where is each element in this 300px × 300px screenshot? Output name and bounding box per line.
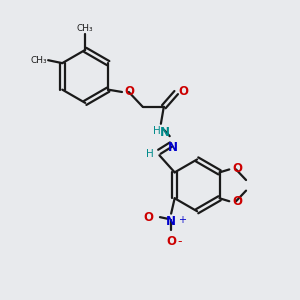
Text: O: O (232, 162, 242, 175)
Text: -: - (178, 235, 182, 248)
Text: H: H (154, 126, 161, 136)
Text: CH₃: CH₃ (77, 24, 94, 33)
Text: O: O (143, 211, 154, 224)
Text: O: O (166, 236, 176, 248)
Text: O: O (124, 85, 134, 98)
Text: CH₃: CH₃ (30, 56, 47, 65)
Text: N: N (166, 215, 176, 228)
Text: N: N (159, 126, 170, 139)
Text: O: O (178, 85, 188, 98)
Text: H: H (146, 149, 154, 159)
Text: N: N (168, 141, 178, 154)
Text: O: O (232, 195, 242, 208)
Text: +: + (178, 215, 186, 225)
